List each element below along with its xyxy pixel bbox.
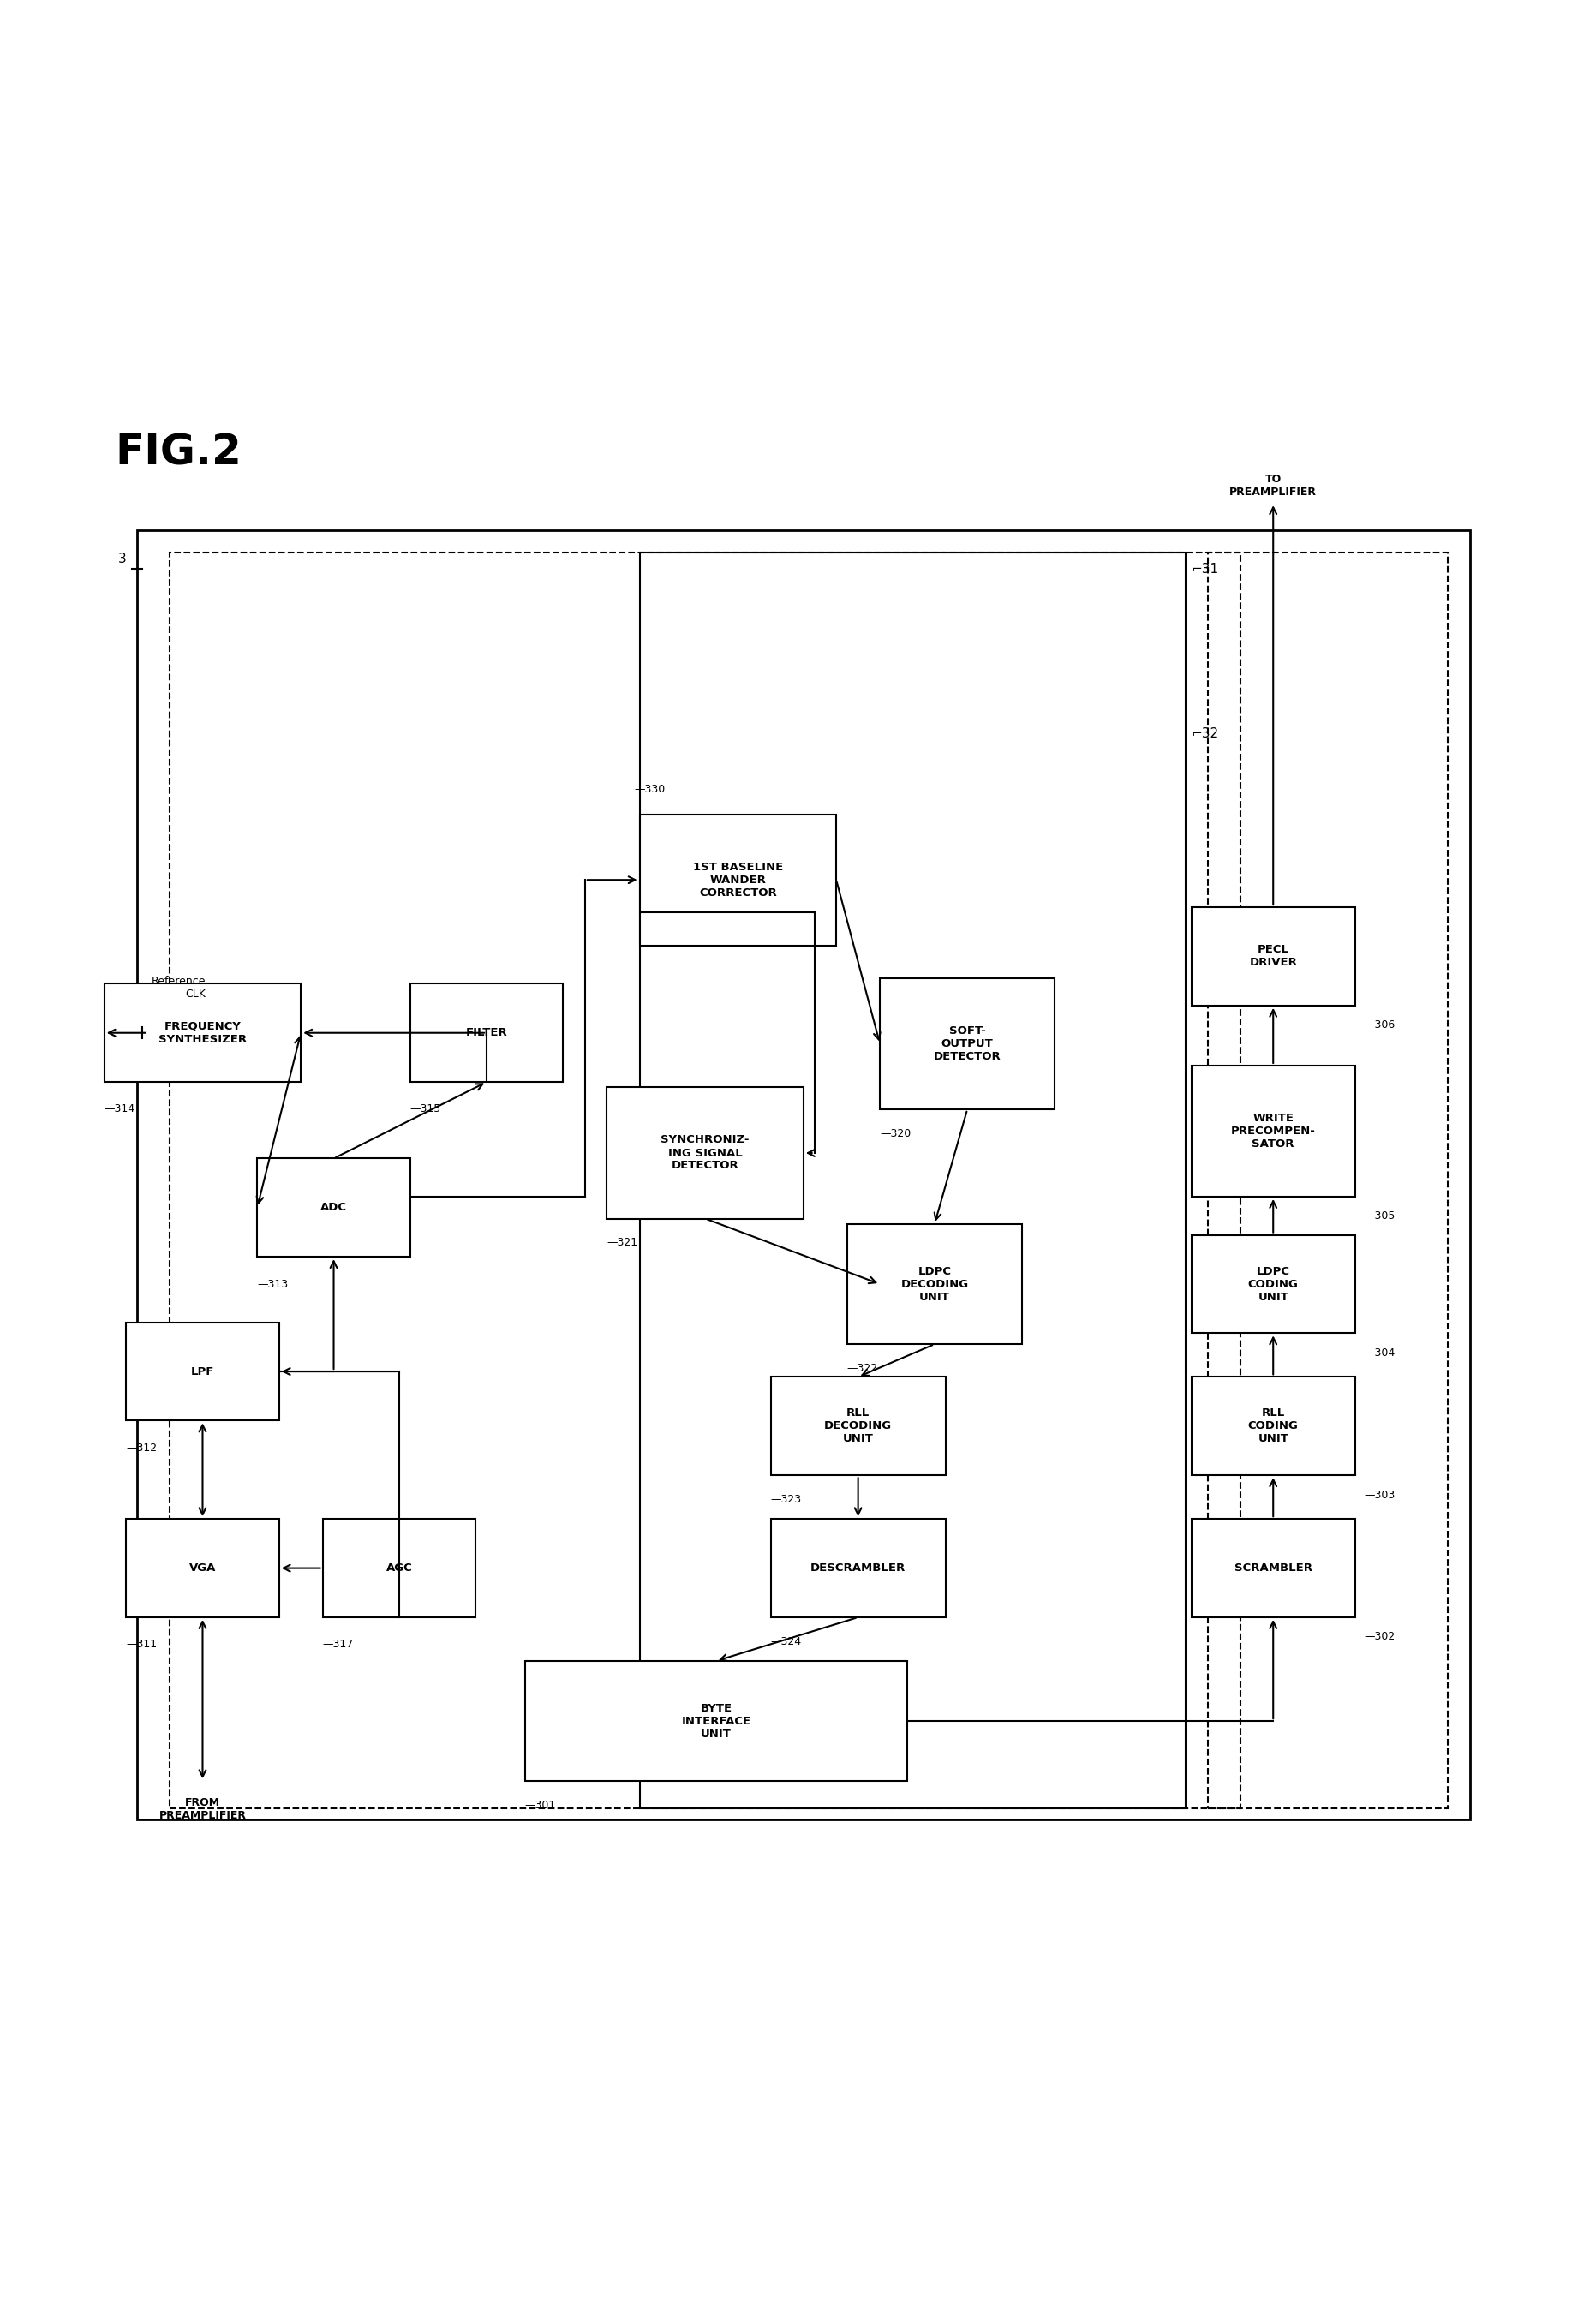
Text: ⌐31: ⌐31 [1191,563,1219,576]
Bar [771,1520,945,1617]
Bar [137,530,1470,1819]
Bar [1191,906,1355,1005]
Bar [257,1158,410,1257]
Text: —305: —305 [1365,1211,1395,1222]
Bar [126,1321,279,1420]
Text: FREQUENCY
SYNTHESIZER: FREQUENCY SYNTHESIZER [158,1022,247,1045]
Text: VGA: VGA [190,1563,215,1573]
Text: —306: —306 [1365,1019,1395,1031]
Text: LDPC
CODING
UNIT: LDPC CODING UNIT [1248,1266,1299,1303]
Bar [640,551,1186,1808]
Bar [322,1520,476,1617]
Text: DESCRAMBLER: DESCRAMBLER [811,1563,907,1573]
Text: —330: —330 [634,784,666,796]
Text: SYNCHRONIZ-
ING SIGNAL
DETECTOR: SYNCHRONIZ- ING SIGNAL DETECTOR [661,1135,750,1171]
Text: —322: —322 [847,1363,878,1374]
Bar [879,978,1055,1109]
Text: —304: —304 [1365,1347,1395,1358]
Bar [1191,1065,1355,1197]
Text: —314: —314 [104,1105,136,1114]
Text: AGC: AGC [386,1563,412,1573]
Bar [640,814,836,945]
Text: ADC: ADC [321,1201,346,1213]
Bar [1208,551,1448,1808]
Text: —303: —303 [1365,1490,1395,1501]
Text: LPF: LPF [192,1365,214,1377]
Text: —320: —320 [879,1128,911,1139]
Text: TO
PREAMPLIFIER: TO PREAMPLIFIER [1229,473,1317,498]
Bar [1191,1377,1355,1476]
Text: —321: —321 [606,1236,638,1248]
Text: —302: —302 [1365,1630,1395,1642]
Text: FROM
PREAMPLIFIER: FROM PREAMPLIFIER [160,1796,246,1822]
Bar [1191,1520,1355,1617]
Bar [410,985,563,1082]
Text: Reference
CLK: Reference CLK [152,975,206,1001]
Bar [606,1088,803,1218]
Text: —324: —324 [771,1635,801,1646]
Text: LDPC
DECODING
UNIT: LDPC DECODING UNIT [900,1266,969,1303]
Text: RLL
CODING
UNIT: RLL CODING UNIT [1248,1407,1299,1444]
Text: 1ST BASELINE
WANDER
CORRECTOR: 1ST BASELINE WANDER CORRECTOR [693,862,784,899]
Text: ⌐32: ⌐32 [1191,726,1219,740]
Bar [169,551,1240,1808]
Bar [847,1224,1021,1344]
Text: RLL
DECODING
UNIT: RLL DECODING UNIT [824,1407,892,1444]
Text: 3: 3 [118,551,126,565]
Text: —301: —301 [525,1799,555,1810]
Text: —317: —317 [322,1640,354,1651]
Text: —313: —313 [257,1278,289,1289]
Bar [771,1377,945,1476]
Text: —312: —312 [126,1441,156,1453]
Text: —315: —315 [410,1105,440,1114]
Bar [1191,1236,1355,1333]
Bar [104,985,302,1082]
Bar [525,1660,907,1780]
Text: WRITE
PRECOMPEN-
SATOR: WRITE PRECOMPEN- SATOR [1231,1114,1315,1151]
Text: —311: —311 [126,1640,156,1651]
Text: BYTE
INTERFACE
UNIT: BYTE INTERFACE UNIT [681,1702,750,1739]
Bar [126,1520,279,1617]
Text: FILTER: FILTER [466,1026,508,1038]
Text: SOFT-
OUTPUT
DETECTOR: SOFT- OUTPUT DETECTOR [934,1026,1001,1063]
Text: SCRAMBLER: SCRAMBLER [1234,1563,1312,1573]
Text: —323: —323 [771,1494,801,1506]
Text: PECL
DRIVER: PECL DRIVER [1250,945,1298,969]
Text: FIG.2: FIG.2 [115,431,243,473]
